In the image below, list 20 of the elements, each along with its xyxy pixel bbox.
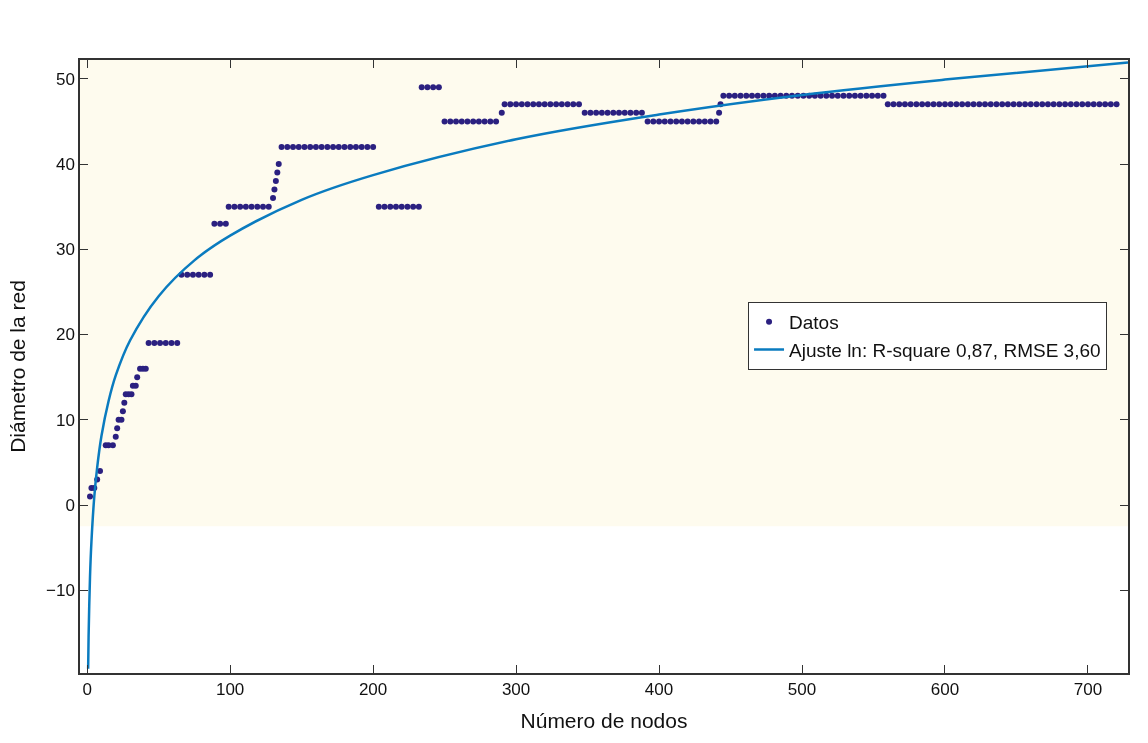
x-tick-label: 0 — [82, 680, 92, 700]
y-tick-label: 50 — [55, 69, 75, 89]
y-axis-title: Diámetro de la red — [5, 280, 29, 453]
x-tick-label: 700 — [1073, 680, 1103, 700]
y-tick-label: 10 — [55, 410, 75, 430]
x-tick-label: 600 — [930, 680, 960, 700]
y-tick-label: 30 — [55, 240, 75, 260]
legend-label: Datos — [789, 312, 839, 334]
y-tick-label: 20 — [55, 325, 75, 345]
y-tick-label: 40 — [55, 154, 75, 174]
x-tick-label: 200 — [358, 680, 388, 700]
line-series — [86, 61, 1128, 670]
legend-label: Ajuste ln: R-square 0,87, RMSE 3,60 — [789, 339, 1101, 361]
x-tick-label: 400 — [644, 680, 674, 700]
x-tick-label: 500 — [787, 680, 817, 700]
x-axis-title: Número de nodos — [520, 708, 688, 732]
x-tick-label: 100 — [215, 680, 245, 700]
y-tick-label: 0 — [65, 495, 75, 515]
x-tick-label: 300 — [501, 680, 531, 700]
y-tick-label: −10 — [46, 581, 75, 601]
